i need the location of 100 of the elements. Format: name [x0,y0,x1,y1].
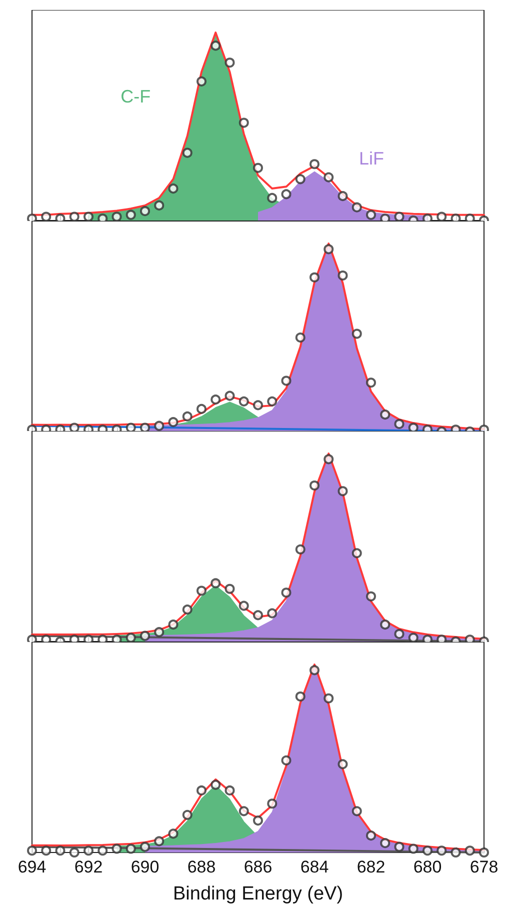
x-tick-label: 678 [470,857,498,876]
point [394,841,404,852]
point [464,845,475,856]
x-tick-label: 690 [130,857,160,876]
point [196,586,206,596]
point [196,76,206,86]
x-tick-label: 684 [300,857,329,876]
point [267,798,278,808]
point [238,118,249,128]
x-tick-label: 680 [413,857,442,876]
point [380,409,390,420]
point [338,486,348,496]
point [182,148,192,158]
point [436,212,447,220]
point [126,210,136,220]
point [352,202,362,212]
series-label: LiF [358,148,384,169]
point [324,172,334,182]
point [366,591,376,602]
point [352,548,362,558]
point [408,843,418,854]
point [281,754,292,765]
point [238,396,249,406]
point [295,691,306,701]
point [224,584,235,594]
point [182,604,192,615]
point [224,784,235,795]
point [112,843,122,854]
point [281,375,292,386]
x-axis-title: Binding Energy (eV) [172,883,344,904]
point [182,410,192,421]
point [422,845,432,856]
point [253,815,263,826]
point [210,779,221,790]
point [84,845,94,856]
point [140,206,150,216]
point [238,806,249,816]
point [84,212,94,220]
point [310,480,320,490]
point [324,244,334,254]
point [238,600,249,611]
x-tick-label: 682 [356,857,386,876]
point [352,328,362,338]
point [224,58,235,68]
text: C-F [120,86,151,106]
point [140,841,150,852]
point [210,578,221,588]
point [253,400,263,410]
point [380,838,390,848]
point [253,162,263,173]
point [224,390,235,400]
point [324,454,334,464]
point [324,692,334,703]
point [69,422,80,431]
point [126,422,136,431]
point [168,828,178,838]
point [41,845,52,856]
point [154,627,164,638]
point [295,174,306,184]
point [366,830,376,840]
point [295,332,306,342]
point [253,610,263,620]
point [338,191,348,202]
point [394,628,404,639]
point [450,847,461,857]
point [55,845,66,856]
point [408,422,418,431]
point [380,620,390,630]
point [408,632,418,642]
point [267,396,278,406]
point [338,758,348,769]
point [281,588,292,598]
point [394,212,404,220]
point [154,200,164,210]
point [112,212,122,220]
point [295,544,306,554]
point [394,418,404,428]
point [310,272,320,282]
x-tick-label: 686 [244,857,272,876]
point [267,608,278,618]
point [196,784,206,795]
point [210,394,221,404]
x-tick-label: 688 [187,857,216,876]
point [168,620,178,630]
point [126,632,136,642]
point [154,420,164,430]
point [27,845,37,856]
point [267,192,278,203]
point [69,847,80,857]
point [168,416,178,427]
point [310,664,320,675]
point [140,630,150,641]
point [210,40,221,51]
point [69,212,80,220]
point [140,422,150,431]
point [479,847,489,857]
point [126,843,136,854]
point [98,845,108,856]
point [310,159,320,170]
point [366,210,376,220]
